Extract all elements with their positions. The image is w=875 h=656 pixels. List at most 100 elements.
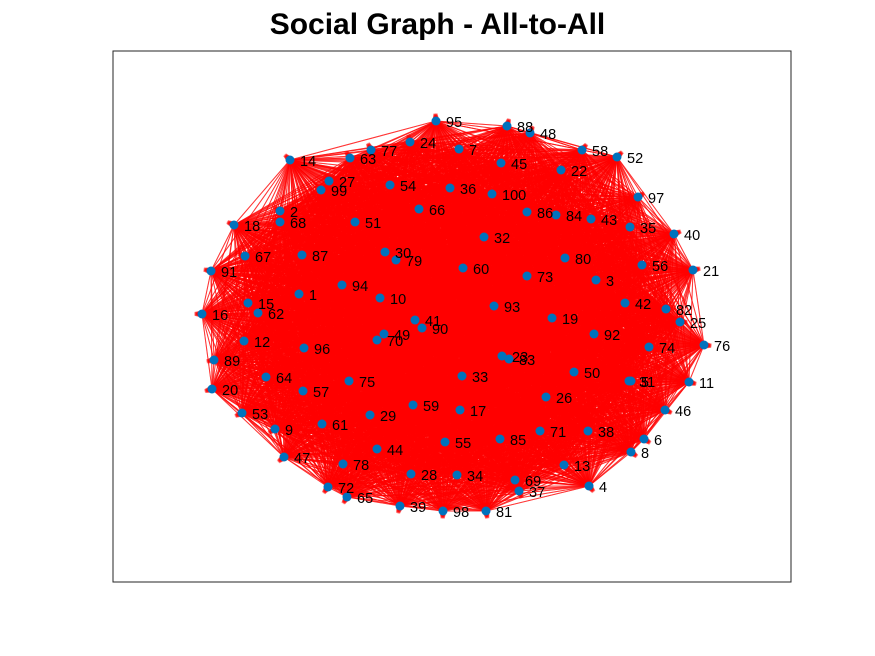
node-label-14: 14 xyxy=(300,154,316,170)
node-95 xyxy=(431,116,441,126)
node-label-49: 49 xyxy=(394,328,410,344)
node-47 xyxy=(279,452,289,462)
node-label-26: 26 xyxy=(556,391,572,407)
node-89 xyxy=(209,355,219,365)
node-21 xyxy=(688,265,698,275)
node-3 xyxy=(591,275,601,285)
node-86 xyxy=(522,207,532,217)
node-44 xyxy=(372,444,382,454)
node-78 xyxy=(338,459,348,469)
node-41 xyxy=(410,315,420,325)
node-82 xyxy=(661,304,671,314)
node-label-17: 17 xyxy=(470,404,486,420)
node-label-40: 40 xyxy=(684,228,700,244)
node-58 xyxy=(577,145,587,155)
node-92 xyxy=(589,329,599,339)
node-51 xyxy=(350,217,360,227)
node-63 xyxy=(345,153,355,163)
node-label-22: 22 xyxy=(571,164,587,180)
node-100 xyxy=(487,189,497,199)
node-label-2: 2 xyxy=(290,205,298,221)
node-80 xyxy=(560,253,570,263)
node-60 xyxy=(458,263,468,273)
node-label-15: 15 xyxy=(258,297,274,313)
node-33 xyxy=(457,371,467,381)
node-label-72: 72 xyxy=(338,481,354,497)
node-10 xyxy=(375,293,385,303)
node-45 xyxy=(496,158,506,168)
node-label-42: 42 xyxy=(635,297,651,313)
node-label-69: 69 xyxy=(525,474,541,490)
node-label-27: 27 xyxy=(339,175,355,191)
nodes-layer xyxy=(197,116,709,516)
node-79 xyxy=(391,255,401,265)
node-label-53: 53 xyxy=(252,407,268,423)
node-label-41: 41 xyxy=(425,314,441,330)
node-label-47: 47 xyxy=(294,451,310,467)
node-label-63: 63 xyxy=(360,152,376,168)
node-6 xyxy=(639,434,649,444)
node-88 xyxy=(502,121,512,131)
node-55 xyxy=(440,437,450,447)
node-label-79: 79 xyxy=(406,254,422,270)
node-22 xyxy=(556,165,566,175)
node-11 xyxy=(684,377,694,387)
node-label-6: 6 xyxy=(654,433,662,449)
node-label-83: 83 xyxy=(519,353,535,369)
node-90 xyxy=(417,323,427,333)
node-18 xyxy=(229,220,239,230)
node-label-39: 39 xyxy=(410,500,426,516)
node-label-30: 30 xyxy=(395,246,411,262)
node-83 xyxy=(504,354,514,364)
node-label-91: 91 xyxy=(221,265,237,281)
node-label-13: 13 xyxy=(574,459,590,475)
node-label-65: 65 xyxy=(357,491,373,507)
node-32 xyxy=(479,232,489,242)
node-29 xyxy=(365,410,375,420)
node-label-55: 55 xyxy=(455,436,471,452)
node-label-32: 32 xyxy=(494,231,510,247)
node-label-50: 50 xyxy=(584,366,600,382)
node-label-64: 64 xyxy=(276,371,292,387)
node-15 xyxy=(243,298,253,308)
node-label-99: 99 xyxy=(331,184,347,200)
node-42 xyxy=(620,298,630,308)
node-label-33: 33 xyxy=(472,370,488,386)
node-label-62: 62 xyxy=(268,307,284,323)
node-49 xyxy=(379,329,389,339)
node-label-12: 12 xyxy=(254,335,270,351)
node-label-18: 18 xyxy=(244,219,260,235)
node-43 xyxy=(586,214,596,224)
node-31 xyxy=(624,376,634,386)
node-35 xyxy=(625,222,635,232)
node-label-81: 81 xyxy=(496,505,512,521)
node-64 xyxy=(261,372,271,382)
node-label-8: 8 xyxy=(641,446,649,462)
node-9 xyxy=(270,424,280,434)
node-label-44: 44 xyxy=(387,443,403,459)
node-label-56: 56 xyxy=(652,259,668,275)
node-label-52: 52 xyxy=(627,151,643,167)
node-16 xyxy=(197,309,207,319)
node-label-3: 3 xyxy=(606,274,614,290)
node-label-59: 59 xyxy=(423,399,439,415)
node-label-89: 89 xyxy=(224,354,240,370)
node-label-86: 86 xyxy=(537,206,553,222)
node-52 xyxy=(612,152,622,162)
node-61 xyxy=(317,419,327,429)
node-68 xyxy=(275,217,285,227)
node-label-74: 74 xyxy=(659,341,675,357)
node-label-23: 23 xyxy=(512,350,528,366)
node-77 xyxy=(366,145,376,155)
node-87 xyxy=(297,250,307,260)
node-label-76: 76 xyxy=(714,339,730,355)
node-label-1: 1 xyxy=(309,288,317,304)
node-label-10: 10 xyxy=(390,292,406,308)
node-label-20: 20 xyxy=(222,383,238,399)
node-23 xyxy=(497,351,507,361)
node-label-46: 46 xyxy=(675,404,691,420)
node-label-29: 29 xyxy=(380,409,396,425)
node-label-24: 24 xyxy=(420,136,436,152)
node-28 xyxy=(406,469,416,479)
node-67 xyxy=(240,251,250,261)
